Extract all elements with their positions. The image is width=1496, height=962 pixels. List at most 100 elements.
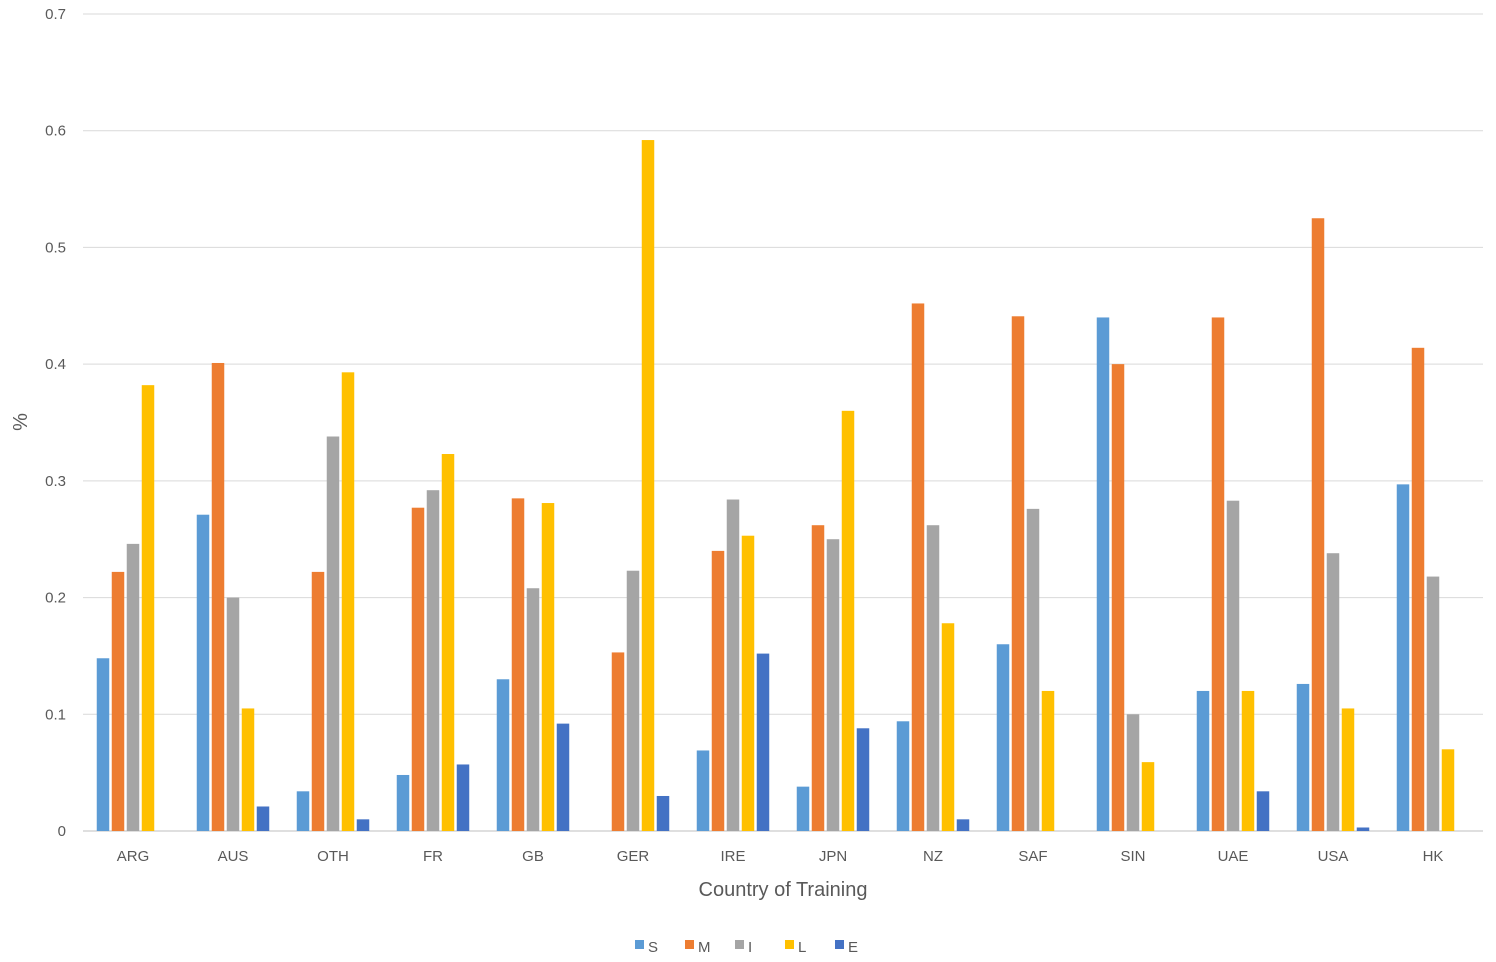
x-tick-label: ARG bbox=[117, 848, 150, 865]
bar-uae-e bbox=[1256, 791, 1270, 831]
bar-oth-m bbox=[311, 571, 325, 831]
bar-usa-s bbox=[1296, 683, 1310, 831]
bar-ire-l bbox=[741, 535, 755, 831]
bar-fr-m bbox=[411, 507, 425, 831]
legend-label-l: L bbox=[798, 939, 806, 956]
x-tick-label: SAF bbox=[1018, 848, 1047, 865]
bar-jpn-s bbox=[796, 786, 810, 831]
x-tick-label: GB bbox=[522, 848, 544, 865]
bar-gb-e bbox=[556, 723, 570, 831]
x-tick-label: UAE bbox=[1218, 848, 1249, 865]
bar-ger-e bbox=[656, 795, 670, 831]
x-axis-title: Country of Training bbox=[699, 879, 868, 901]
x-tick-label: JPN bbox=[819, 848, 847, 865]
bar-fr-e bbox=[456, 764, 470, 831]
y-tick-label: 0.3 bbox=[45, 473, 66, 490]
y-tick-label: 0.2 bbox=[45, 590, 66, 607]
bar-ger-i bbox=[626, 570, 640, 831]
y-tick-label: 0.6 bbox=[45, 123, 66, 140]
bar-hk-l bbox=[1441, 749, 1455, 831]
bar-uae-s bbox=[1196, 690, 1210, 831]
bar-sin-m bbox=[1111, 364, 1125, 831]
x-tick-label: SIN bbox=[1120, 848, 1145, 865]
bar-usa-i bbox=[1326, 553, 1340, 831]
legend-swatch-l bbox=[785, 940, 794, 949]
x-tick-label: IRE bbox=[720, 848, 745, 865]
bar-gb-m bbox=[511, 498, 525, 831]
x-tick-label: FR bbox=[423, 848, 443, 865]
bar-usa-e bbox=[1356, 827, 1370, 831]
bar-saf-s bbox=[996, 644, 1010, 831]
bar-jpn-e bbox=[856, 728, 870, 831]
bar-gb-s bbox=[496, 679, 510, 831]
bar-ire-i bbox=[726, 499, 740, 831]
legend-swatch-m bbox=[685, 940, 694, 949]
bar-fr-l bbox=[441, 454, 455, 831]
bar-uae-i bbox=[1226, 500, 1240, 831]
bar-arg-l bbox=[141, 385, 155, 831]
bar-aus-e bbox=[256, 806, 270, 831]
legend-label-s: S bbox=[648, 939, 658, 956]
bar-hk-m bbox=[1411, 347, 1425, 831]
bar-sin-l bbox=[1141, 762, 1155, 831]
y-tick-label: 0.1 bbox=[45, 706, 66, 723]
bar-saf-m bbox=[1011, 316, 1025, 831]
gridlines bbox=[83, 13, 1483, 832]
y-tick-label: 0.7 bbox=[45, 6, 66, 23]
x-tick-label: AUS bbox=[218, 848, 249, 865]
bar-aus-i bbox=[226, 597, 240, 831]
bar-usa-m bbox=[1311, 218, 1325, 831]
bar-oth-i bbox=[326, 436, 340, 831]
bar-fr-i bbox=[426, 490, 440, 831]
bar-sin-s bbox=[1096, 317, 1110, 831]
y-axis-ticks: 0 0.1 0.2 0.3 0.4 0.5 0.6 0.7 bbox=[45, 6, 66, 840]
bar-hk-i bbox=[1426, 576, 1440, 831]
bar-oth-l bbox=[341, 372, 355, 831]
bar-gb-l bbox=[541, 503, 555, 831]
bar-fr-s bbox=[396, 774, 410, 831]
legend-label-m: M bbox=[698, 939, 711, 956]
y-axis-title: % bbox=[10, 413, 32, 431]
legend-label-i: I bbox=[748, 939, 752, 956]
legend-label-e: E bbox=[848, 939, 858, 956]
bar-ger-l bbox=[641, 140, 655, 832]
bar-nz-e bbox=[956, 819, 970, 831]
x-tick-label: HK bbox=[1423, 848, 1444, 865]
bar-uae-m bbox=[1211, 317, 1225, 831]
bars bbox=[96, 140, 1455, 832]
bar-nz-l bbox=[941, 623, 955, 831]
x-tick-label: GER bbox=[617, 848, 650, 865]
bar-ire-s bbox=[696, 750, 710, 831]
bar-gb-i bbox=[526, 588, 540, 831]
bar-arg-m bbox=[111, 571, 125, 831]
bar-oth-e bbox=[356, 819, 370, 831]
legend-swatch-e bbox=[835, 940, 844, 949]
bar-uae-l bbox=[1241, 690, 1255, 831]
legend-swatch-s bbox=[635, 940, 644, 949]
y-tick-label: 0 bbox=[58, 823, 66, 840]
bar-arg-s bbox=[96, 658, 110, 831]
bar-jpn-m bbox=[811, 525, 825, 831]
bar-arg-i bbox=[126, 543, 140, 831]
bar-usa-l bbox=[1341, 708, 1355, 831]
bar-nz-s bbox=[896, 721, 910, 831]
x-tick-label: OTH bbox=[317, 848, 349, 865]
bar-aus-s bbox=[196, 514, 210, 831]
y-tick-label: 0.5 bbox=[45, 239, 66, 256]
bar-nz-m bbox=[911, 303, 925, 831]
x-tick-label: NZ bbox=[923, 848, 943, 865]
y-tick-label: 0.4 bbox=[45, 356, 66, 373]
bar-ire-e bbox=[756, 653, 770, 831]
x-tick-label: USA bbox=[1318, 848, 1349, 865]
bar-oth-s bbox=[296, 791, 310, 831]
bar-nz-i bbox=[926, 525, 940, 831]
x-axis-ticks: ARG AUS OTH FR GB GER IRE JPN NZ SAF SIN UAE USA HK bbox=[117, 848, 1444, 865]
bar-jpn-i bbox=[826, 539, 840, 831]
bar-ger-m bbox=[611, 652, 625, 831]
bar-aus-m bbox=[211, 362, 225, 831]
bar-sin-i bbox=[1126, 714, 1140, 831]
bar-saf-l bbox=[1041, 690, 1055, 831]
